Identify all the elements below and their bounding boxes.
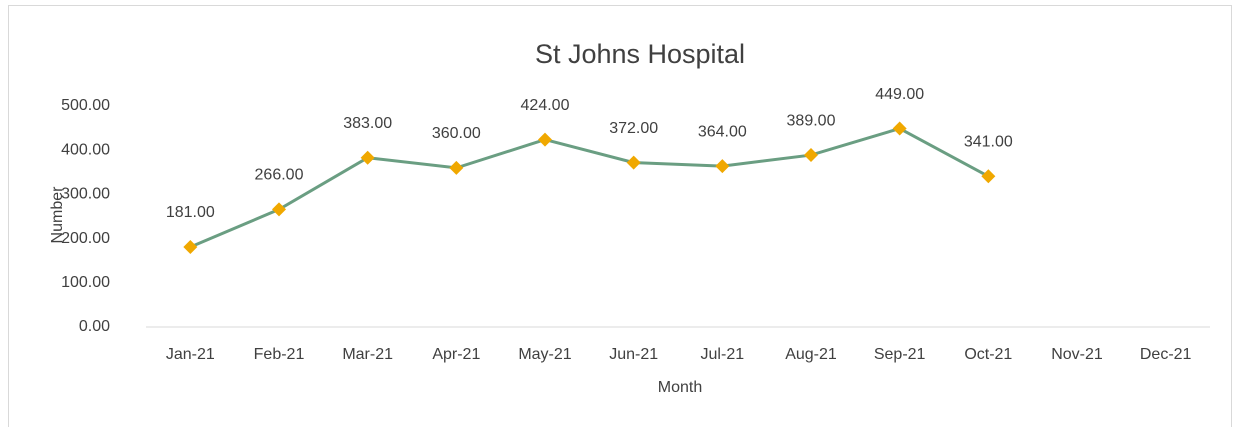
data-label: 389.00 bbox=[787, 112, 836, 129]
y-tick-label: 0.00 bbox=[79, 318, 110, 335]
y-tick-label: 300.00 bbox=[61, 186, 110, 203]
x-tick-label: Nov-21 bbox=[1051, 346, 1103, 363]
chart-title: St Johns Hospital bbox=[535, 39, 745, 69]
data-point bbox=[626, 155, 641, 170]
data-label: 181.00 bbox=[166, 204, 215, 221]
data-label: 360.00 bbox=[432, 125, 481, 142]
data-point bbox=[981, 169, 996, 184]
data-label: 383.00 bbox=[343, 115, 392, 132]
data-label: 266.00 bbox=[255, 167, 304, 184]
x-tick-label: Oct-21 bbox=[964, 346, 1012, 363]
x-tick-label: Dec-21 bbox=[1140, 346, 1192, 363]
x-tick-label: Jan-21 bbox=[166, 346, 215, 363]
data-label: 449.00 bbox=[875, 86, 924, 103]
data-point bbox=[272, 202, 286, 217]
y-tick-label: 400.00 bbox=[61, 141, 110, 158]
y-tick-label: 500.00 bbox=[61, 97, 110, 114]
x-tick-label: Apr-21 bbox=[432, 346, 480, 363]
y-axis-title: Number bbox=[49, 186, 66, 244]
series-line bbox=[189, 126, 990, 249]
data-label: 364.00 bbox=[698, 123, 747, 140]
data-label: 424.00 bbox=[521, 97, 570, 114]
x-tick-label: Mar-21 bbox=[342, 346, 393, 363]
y-tick-label: 200.00 bbox=[61, 230, 110, 247]
data-point bbox=[449, 160, 464, 175]
x-tick-label: Jul-21 bbox=[701, 346, 745, 363]
x-tick-label: Aug-21 bbox=[785, 346, 837, 363]
data-point bbox=[892, 121, 907, 136]
y-tick-label: 100.00 bbox=[61, 274, 110, 291]
data-point bbox=[715, 159, 730, 174]
data-point bbox=[360, 150, 375, 165]
x-tick-label: May-21 bbox=[518, 346, 571, 363]
data-label: 341.00 bbox=[964, 133, 1013, 150]
data-point bbox=[183, 239, 198, 254]
x-axis-title: Month bbox=[658, 379, 702, 396]
x-tick-label: Jun-21 bbox=[609, 346, 658, 363]
data-label: 372.00 bbox=[609, 120, 658, 137]
data-point bbox=[804, 148, 818, 163]
x-tick-label: Sep-21 bbox=[874, 346, 926, 363]
chart-border bbox=[8, 5, 1232, 427]
data-point bbox=[538, 132, 552, 147]
x-tick-label: Feb-21 bbox=[254, 346, 305, 363]
